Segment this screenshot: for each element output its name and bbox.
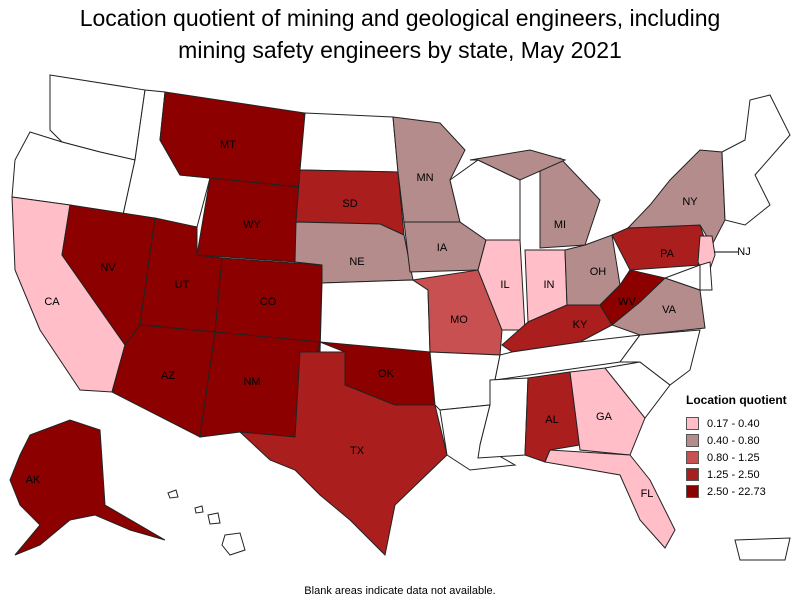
legend-swatch — [686, 468, 699, 481]
state-label-UT: UT — [175, 279, 190, 291]
legend-label: 0.80 - 1.25 — [707, 451, 760, 464]
state-PR[interactable] — [734, 537, 791, 561]
legend-item: 1.25 - 2.50 — [686, 466, 798, 483]
legend-item: 0.40 - 0.80 — [686, 432, 798, 449]
us-map: CA NV MT WY UT CO AZ NM SD NE OK TX MN IA MO IL IN MI OH KY… — [9, 74, 791, 561]
state-label-AK: AK — [26, 474, 41, 486]
state-label-OK: OK — [378, 368, 395, 380]
state-label-IN: IN — [544, 279, 555, 291]
state-MI[interactable] — [539, 157, 601, 249]
state-label-IA: IA — [437, 242, 448, 254]
state-IL[interactable] — [477, 239, 526, 331]
state-label-KY: KY — [573, 319, 588, 331]
state-label-CO: CO — [260, 296, 277, 308]
legend-label: 1.25 - 2.50 — [707, 468, 760, 481]
state-label-NV: NV — [100, 262, 116, 274]
state-label-AL: AL — [545, 414, 558, 426]
state-label-MI: MI — [554, 219, 566, 231]
legend-items: 0.17 - 0.40 0.40 - 0.80 0.80 - 1.25 1.25 - … — [686, 415, 798, 500]
state-AK[interactable] — [9, 419, 166, 556]
state-label-IL: IL — [500, 279, 509, 291]
state-label-TX: TX — [350, 445, 365, 457]
state-DE[interactable] — [699, 261, 713, 291]
state-label-NY: NY — [682, 196, 698, 208]
legend-item: 2.50 - 22.73 — [686, 483, 798, 500]
state-label-PA: PA — [660, 248, 675, 260]
title-line-1: Location quotient of mining and geologic… — [79, 5, 721, 31]
state-label-NE: NE — [349, 256, 364, 268]
state-labels: CA NV MT WY UT CO AZ NM SD NE OK TX MN IA MO IL IN MI OH KY… — [26, 139, 751, 500]
state-new-england[interactable] — [721, 94, 791, 226]
state-MI-UP[interactable] — [469, 149, 567, 181]
state-label-CA: CA — [44, 296, 60, 308]
state-label-AZ: AZ — [161, 370, 175, 382]
state-ND[interactable] — [299, 112, 399, 173]
legend-label: 0.17 - 0.40 — [707, 417, 760, 430]
state-label-MO: MO — [450, 314, 468, 326]
state-GA[interactable] — [569, 367, 646, 456]
state-MN[interactable] — [392, 116, 466, 223]
legend-title: Location quotient — [686, 393, 787, 407]
state-label-NJ: NJ — [737, 246, 750, 258]
state-KS[interactable] — [319, 279, 431, 354]
legend-swatch — [686, 485, 699, 498]
legend-label: 0.40 - 0.80 — [707, 434, 760, 447]
state-label-WY: WY — [243, 219, 261, 231]
state-TX[interactable] — [238, 351, 448, 557]
state-label-SD: SD — [342, 198, 357, 210]
state-HI[interactable] — [167, 489, 246, 556]
legend-item: 0.17 - 0.40 — [686, 415, 798, 432]
state-label-MN: MN — [416, 172, 433, 184]
footnote: Blank areas indicate data not available. — [304, 585, 496, 597]
state-label-NM: NM — [243, 376, 260, 388]
legend-swatch — [686, 451, 699, 464]
state-AZ[interactable] — [111, 324, 216, 438]
title-line-2: mining safety engineers by state, May 20… — [178, 37, 622, 63]
state-label-MT: MT — [220, 139, 236, 151]
legend-swatch — [686, 434, 699, 447]
state-label-OH: OH — [590, 266, 607, 278]
legend-label: 2.50 - 22.73 — [707, 485, 766, 498]
state-label-VA: VA — [662, 304, 677, 316]
legend: Location quotient 0.17 - 0.40 0.40 - 0.80… — [686, 393, 798, 500]
state-label-WV: WV — [618, 296, 636, 308]
state-label-FL: FL — [641, 488, 654, 500]
state-label-GA: GA — [596, 411, 613, 423]
legend-swatch — [686, 417, 699, 430]
legend-item: 0.80 - 1.25 — [686, 449, 798, 466]
state-FL[interactable] — [544, 449, 676, 549]
map-title: Location quotient of mining and geologic… — [0, 2, 800, 66]
